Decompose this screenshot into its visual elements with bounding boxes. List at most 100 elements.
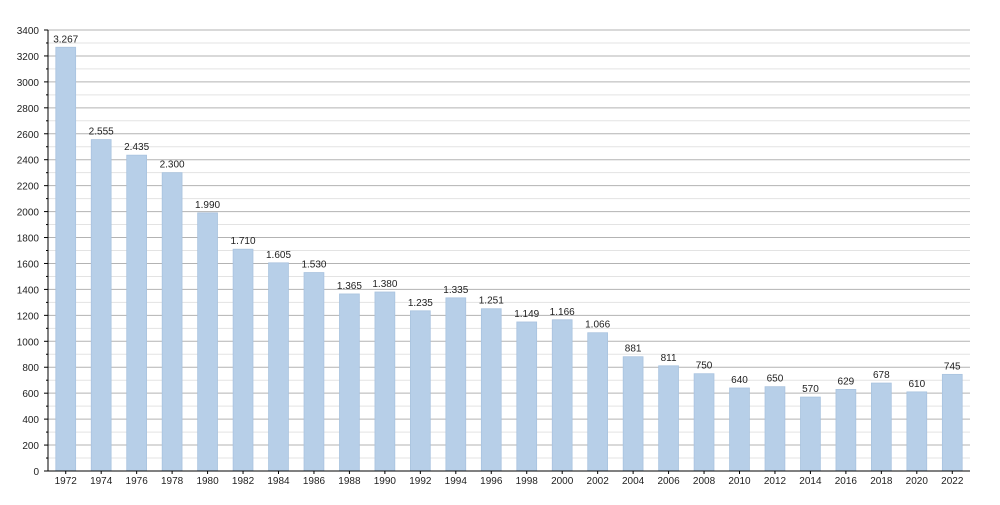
data-label: 1.066 — [585, 320, 610, 331]
bar — [658, 365, 679, 472]
bar — [729, 387, 750, 472]
bar — [268, 262, 289, 472]
y-tick-label: 2400 — [17, 156, 40, 167]
bar — [587, 332, 608, 472]
y-tick-label: 3000 — [17, 78, 40, 89]
bar — [516, 321, 538, 472]
y-tick-label: 2000 — [17, 208, 40, 219]
data-label: 881 — [625, 344, 642, 355]
x-tick-label: 1972 — [55, 476, 78, 487]
x-tick-label: 1994 — [445, 476, 468, 487]
x-tick-label: 2012 — [764, 476, 787, 487]
bar — [161, 172, 183, 472]
bar — [410, 310, 431, 472]
data-label: 1.149 — [514, 309, 539, 320]
data-label: 1.380 — [372, 279, 397, 290]
bar — [835, 389, 857, 472]
data-label: 811 — [661, 353, 677, 364]
data-label: 1.365 — [337, 281, 362, 292]
grid-layer — [48, 29, 970, 459]
x-tick-label: 1992 — [409, 476, 432, 487]
bar — [126, 154, 147, 472]
y-tick-label: 2200 — [17, 182, 40, 193]
x-tick-label: 1976 — [126, 476, 149, 487]
data-label: 570 — [802, 384, 819, 395]
x-tick-label: 1980 — [196, 476, 219, 487]
bar — [693, 373, 715, 472]
x-tick-label: 1990 — [374, 476, 397, 487]
data-label: 2.300 — [160, 160, 185, 171]
bar — [339, 293, 360, 472]
x-tick-label: 1978 — [161, 476, 184, 487]
x-tick-label: 1984 — [267, 476, 290, 487]
data-label: 629 — [838, 376, 855, 387]
bar — [55, 46, 77, 472]
bar — [232, 248, 254, 472]
x-tick-label: 1982 — [232, 476, 255, 487]
bar — [197, 212, 218, 472]
data-label: 1.335 — [443, 285, 468, 296]
x-tick-label: 1974 — [90, 476, 113, 487]
axis-layer: 0 200 400 600 800 1000 1200 1400 1600 1800 2000 220… — [17, 26, 970, 487]
x-tick-label: 1988 — [338, 476, 361, 487]
data-label: 1.166 — [550, 307, 575, 318]
x-tick-label: 2008 — [693, 476, 716, 487]
bar — [871, 382, 892, 472]
y-tick-label: 1600 — [17, 259, 40, 270]
bar — [551, 319, 573, 472]
bar — [764, 386, 786, 472]
data-label: 650 — [767, 374, 784, 385]
bars-layer — [55, 46, 963, 472]
y-tick-label: 1400 — [17, 285, 40, 296]
data-label: 1.251 — [479, 296, 504, 307]
x-tick-label: 2010 — [728, 476, 751, 487]
y-tick-label: 2600 — [17, 130, 40, 141]
data-label: 678 — [873, 370, 890, 381]
bar — [800, 396, 821, 472]
data-label: 640 — [731, 375, 748, 386]
bar — [303, 272, 325, 472]
data-label: 1.605 — [266, 250, 291, 261]
y-tick-label: 3200 — [17, 52, 40, 63]
bar — [622, 356, 644, 472]
y-tick-label: 0 — [33, 467, 39, 478]
x-tick-label: 2004 — [622, 476, 645, 487]
y-tick-label: 1200 — [17, 311, 40, 322]
bar — [906, 391, 928, 472]
data-label: 1.990 — [195, 200, 220, 211]
x-tick-label: 2002 — [587, 476, 610, 487]
data-label: 2.435 — [124, 142, 149, 153]
y-tick-label: 3400 — [17, 26, 40, 37]
x-tick-label: 1986 — [303, 476, 326, 487]
x-tick-label: 1998 — [516, 476, 539, 487]
y-tick-label: 400 — [22, 415, 39, 426]
y-tick-label: 800 — [22, 363, 39, 374]
data-label: 610 — [908, 379, 925, 390]
labels-layer: 3.267 2.555 2.435 2.300 1.990 1.710 1.605 1.530… — [53, 34, 961, 395]
data-label: 1.530 — [301, 260, 326, 271]
y-tick-label: 1800 — [17, 234, 40, 245]
data-label: 3.267 — [53, 34, 78, 45]
y-tick-label: 2800 — [17, 104, 40, 115]
bar — [480, 308, 502, 472]
x-tick-label: 2016 — [835, 476, 858, 487]
bar — [374, 291, 396, 472]
x-tick-label: 2014 — [799, 476, 822, 487]
data-label: 750 — [696, 361, 713, 372]
bar — [445, 297, 467, 472]
data-label: 745 — [944, 361, 961, 372]
bar — [941, 373, 963, 472]
data-label: 1.710 — [231, 236, 256, 247]
data-label: 2.555 — [89, 127, 114, 138]
y-tick-label: 1000 — [17, 337, 40, 348]
x-tick-label: 2018 — [870, 476, 893, 487]
x-tick-label: 1996 — [480, 476, 503, 487]
x-tick-label: 2000 — [551, 476, 574, 487]
x-tick-label: 2022 — [941, 476, 964, 487]
y-tick-label: 600 — [22, 389, 39, 400]
x-tick-label: 2020 — [906, 476, 929, 487]
y-tick-label: 200 — [22, 441, 39, 452]
x-tick-label: 2006 — [657, 476, 680, 487]
